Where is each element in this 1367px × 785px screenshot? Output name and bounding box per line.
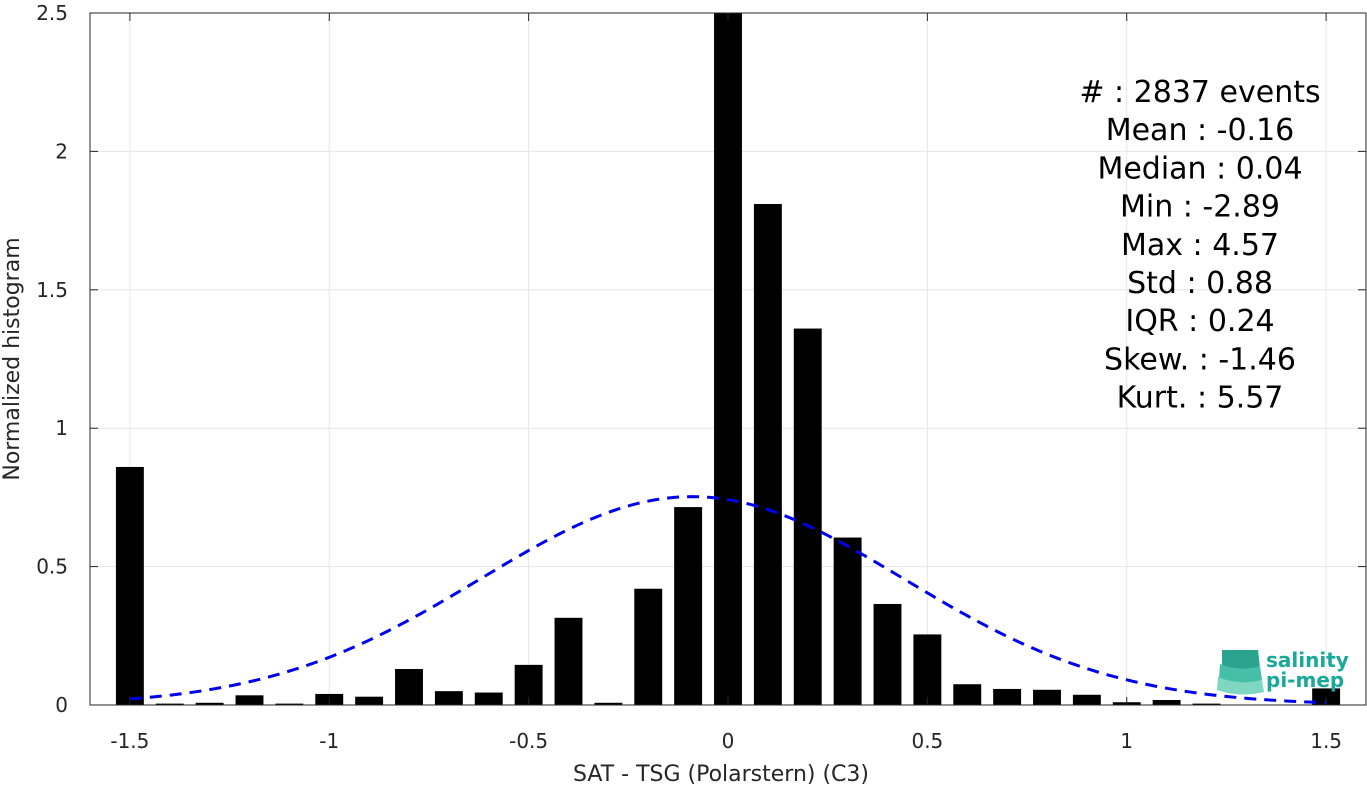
y-axis-title: Normalized histogram — [0, 237, 25, 480]
x-tick-label: -1 — [319, 729, 339, 753]
histogram-bar — [753, 203, 782, 705]
stat-line: IQR : 0.24 — [1125, 304, 1274, 339]
x-tick-label: 1 — [1120, 729, 1133, 753]
histogram-bar — [833, 537, 862, 705]
histogram-bar — [674, 507, 703, 705]
stat-line: Max : 4.57 — [1121, 228, 1279, 263]
x-tick-label: -1.5 — [110, 729, 149, 753]
stat-line: Min : -2.89 — [1120, 190, 1280, 225]
stat-line: Skew. : -1.46 — [1104, 342, 1296, 377]
histogram-bar — [714, 13, 742, 705]
logo-wave-icon — [1217, 650, 1264, 695]
histogram-bar — [355, 696, 384, 705]
x-tick-label: 1.5 — [1310, 729, 1342, 753]
histogram-bar — [913, 634, 942, 705]
histogram-bar — [594, 702, 623, 705]
histogram-bar — [993, 688, 1022, 705]
stat-line: Median : 0.04 — [1097, 151, 1302, 186]
salinity-pi-mep-logo: salinity pi-mep — [1217, 648, 1349, 695]
histogram-bar — [1033, 689, 1061, 705]
y-tick-label: 0 — [55, 693, 68, 717]
histogram-bars — [115, 13, 1341, 705]
y-axis-ticks: 0 0.5 1 1.5 2 2.5 — [36, 1, 1366, 717]
gaussian-fit-curve — [129, 495, 1327, 705]
stat-line: Mean : -0.16 — [1106, 113, 1295, 148]
histogram-bar — [195, 702, 224, 705]
histogram-bar — [155, 703, 184, 705]
y-tick-label: 1.5 — [36, 278, 68, 302]
histogram-bar — [115, 466, 144, 705]
y-tick-label: 2 — [55, 139, 68, 163]
histogram-bar — [474, 692, 503, 705]
histogram-bar — [434, 691, 463, 705]
logo-text-salinity: salinity — [1266, 648, 1349, 672]
histogram-bar — [1152, 700, 1181, 705]
histogram-bar — [395, 669, 423, 705]
stat-line: Std : 0.88 — [1127, 266, 1273, 301]
histogram-bar — [235, 695, 264, 705]
histogram-bar — [1312, 688, 1341, 705]
x-axis-title: SAT - TSG (Polarstern) (C3) — [573, 762, 869, 785]
y-tick-label: 2.5 — [36, 1, 68, 25]
y-tick-label: 0.5 — [36, 555, 68, 579]
x-axis-ticks: -1.5 -1 -0.5 0 0.5 1 1.5 — [110, 13, 1342, 753]
histogram-bar — [953, 684, 982, 705]
histogram-bar — [554, 617, 583, 705]
histogram-bar — [793, 328, 822, 705]
x-tick-label: 0.5 — [911, 729, 943, 753]
histogram-bar — [634, 588, 663, 705]
logo-text-pi-mep: pi-mep — [1266, 668, 1344, 692]
y-tick-label: 1 — [55, 416, 68, 440]
stat-line: # : 2837 events — [1079, 75, 1320, 110]
histogram-bar — [1072, 694, 1101, 705]
x-tick-label: 0 — [722, 729, 735, 753]
histogram-bar — [275, 703, 304, 705]
stat-line: Kurt. : 5.57 — [1117, 381, 1284, 416]
x-tick-label: -0.5 — [509, 729, 548, 753]
histogram-bar — [873, 603, 902, 705]
histogram-bar — [1192, 703, 1221, 705]
